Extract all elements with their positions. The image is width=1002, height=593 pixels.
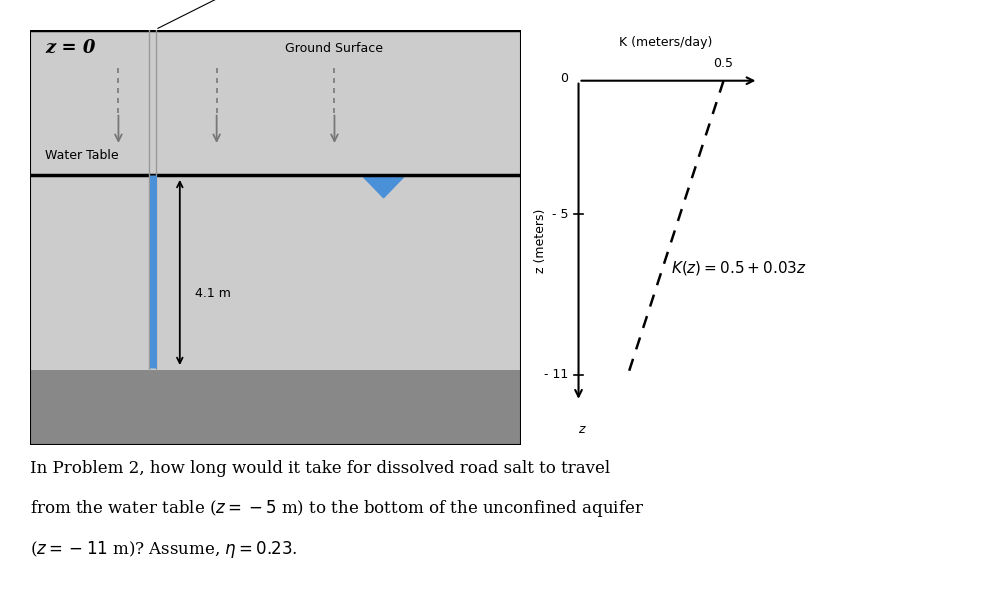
Text: - 11: - 11 [544,368,568,381]
Text: $K(z) = 0.5 + 0.03z$: $K(z) = 0.5 + 0.03z$ [671,259,808,277]
Polygon shape [362,175,406,198]
Text: Steady State Recharge: Steady State Recharge [157,0,323,28]
Text: 0: 0 [560,72,568,85]
Text: In Problem 2, how long would it take for dissolved road salt to travel: In Problem 2, how long would it take for… [30,460,610,477]
Bar [30,30,521,175]
Text: - 5: - 5 [552,208,568,221]
Text: Water Table: Water Table [45,149,118,162]
Text: z (meters): z (meters) [534,209,547,273]
Text: ($z = -11$ m)? Assume, $\eta = 0.23$.: ($z = -11$ m)? Assume, $\eta = 0.23$. [30,540,298,560]
Text: z: z [578,423,585,436]
Text: K (meters/day): K (meters/day) [619,36,712,49]
Bar [30,175,521,370]
Text: 4.1 m: 4.1 m [194,287,230,299]
Text: from the water table ($z = -5$ m) to the bottom of the unconfined aquifer: from the water table ($z = -5$ m) to the… [30,498,644,519]
Text: z = 0: z = 0 [45,39,95,58]
Text: 0.5: 0.5 [713,57,733,70]
Bar [30,370,521,445]
Text: Ground Surface: Ground Surface [286,42,384,55]
